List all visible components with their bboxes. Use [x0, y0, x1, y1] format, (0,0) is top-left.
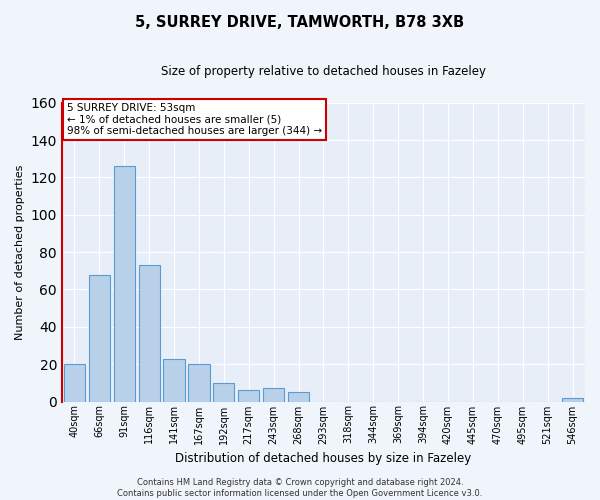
- Text: 5 SURREY DRIVE: 53sqm
← 1% of detached houses are smaller (5)
98% of semi-detach: 5 SURREY DRIVE: 53sqm ← 1% of detached h…: [67, 103, 322, 136]
- Text: 5, SURREY DRIVE, TAMWORTH, B78 3XB: 5, SURREY DRIVE, TAMWORTH, B78 3XB: [136, 15, 464, 30]
- Bar: [238, 390, 259, 402]
- Bar: [113, 166, 135, 402]
- Bar: [163, 358, 185, 402]
- Bar: [139, 265, 160, 402]
- Bar: [213, 383, 235, 402]
- Text: Contains HM Land Registry data © Crown copyright and database right 2024.
Contai: Contains HM Land Registry data © Crown c…: [118, 478, 482, 498]
- Bar: [288, 392, 309, 402]
- Bar: [562, 398, 583, 402]
- Bar: [188, 364, 209, 402]
- Bar: [263, 388, 284, 402]
- Bar: [89, 274, 110, 402]
- Bar: [64, 364, 85, 402]
- X-axis label: Distribution of detached houses by size in Fazeley: Distribution of detached houses by size …: [175, 452, 472, 465]
- Title: Size of property relative to detached houses in Fazeley: Size of property relative to detached ho…: [161, 65, 486, 78]
- Y-axis label: Number of detached properties: Number of detached properties: [15, 164, 25, 340]
